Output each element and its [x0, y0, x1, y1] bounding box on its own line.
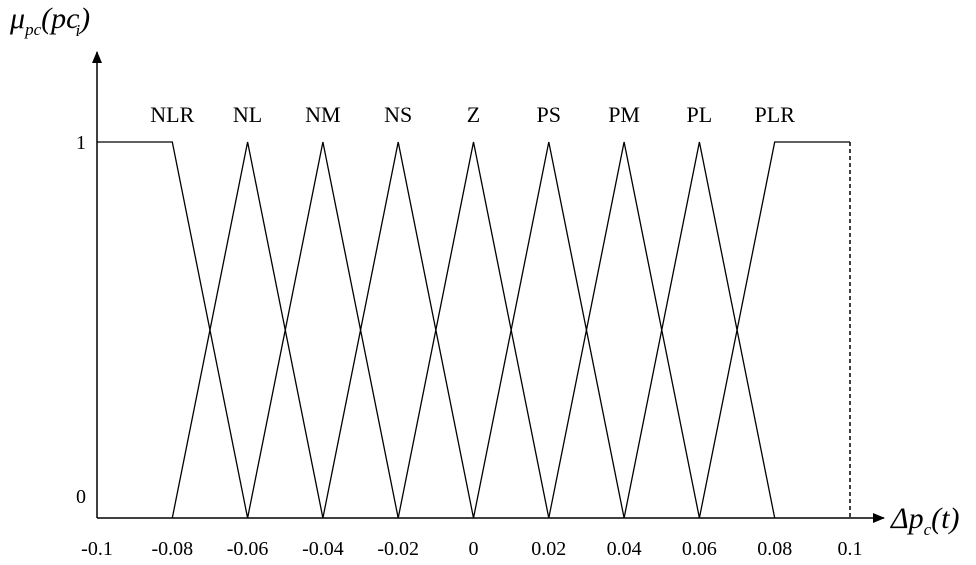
x-tick-label: -0.06 [227, 538, 269, 560]
x-tick-label: -0.1 [81, 538, 113, 560]
x-tick-label: -0.02 [377, 538, 419, 560]
mf-ps [472, 141, 625, 519]
x-tick-label: -0.08 [151, 538, 193, 560]
mf-nlr [97, 141, 249, 519]
mf-ns [322, 141, 475, 519]
membership-functions [97, 141, 850, 519]
mf-pl [623, 141, 776, 519]
mf-label-pm: PM [608, 102, 640, 127]
mf-nm [246, 141, 399, 519]
mf-z [397, 141, 550, 519]
mf-label-nl: NL [233, 102, 262, 127]
x-tick-label: 0.06 [682, 538, 717, 560]
mf-nl [171, 141, 324, 519]
x-axis-title: Δpc(t) [890, 502, 960, 539]
mf-label-z: Z [467, 102, 480, 127]
y-tick-labels: 01 [76, 132, 86, 508]
y-tick-label: 0 [76, 486, 86, 508]
y-tick-label: 1 [76, 132, 86, 154]
x-tick-label: 0 [469, 538, 479, 560]
mf-pm [548, 141, 701, 519]
mf-plr [698, 141, 850, 519]
x-tick-label: 0.02 [531, 538, 566, 560]
mf-label-nlr: NLR [150, 102, 194, 127]
mf-label-pl: PL [687, 102, 713, 127]
mf-label-ps: PS [537, 102, 561, 127]
x-tick-label: -0.04 [302, 538, 344, 560]
x-tick-label: 0.08 [757, 538, 792, 560]
x-tick-labels: -0.1 -0.08 -0.06 -0.04 -0.02 0 0.02 0.04 0.06 0.0… [81, 538, 862, 560]
x-tick-label: 0.04 [607, 538, 642, 560]
y-axis-title: μpc(pci) [9, 2, 90, 40]
membership-labels: NLR NL NM NS Z PS PM PL PLR [150, 102, 795, 127]
mf-label-plr: PLR [755, 102, 796, 127]
mf-label-ns: NS [384, 102, 412, 127]
mf-label-nm: NM [305, 102, 340, 127]
x-tick-label: 0.1 [838, 538, 863, 560]
